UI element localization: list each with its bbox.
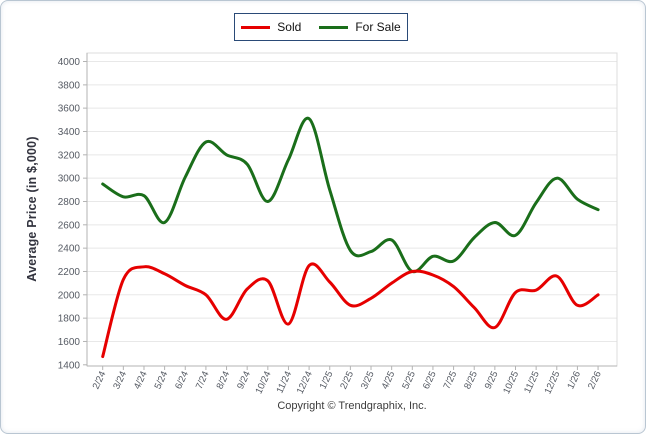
x-tick-label: 3/25 [359, 370, 377, 391]
x-tick-label: 11/25 [522, 370, 542, 396]
x-tick-label: 5/24 [153, 370, 171, 391]
legend-label-sold: Sold [277, 20, 302, 34]
y-axis-title: Average Price (in $,000) [25, 136, 39, 282]
x-tick-label: 7/25 [442, 370, 460, 391]
legend: Sold For Sale [234, 13, 408, 41]
x-tick-label: 9/25 [483, 370, 501, 391]
x-tick-label: 7/24 [194, 370, 212, 391]
x-tick-label: 10/25 [501, 370, 521, 396]
x-tick-label: 8/24 [214, 370, 232, 391]
x-tick-label: 8/25 [462, 370, 480, 391]
for-sale-line-swatch-icon [319, 25, 349, 29]
y-tick-label: 2400 [58, 244, 81, 255]
x-tick-label: 11/24 [274, 370, 294, 396]
x-tick-label: 5/25 [400, 370, 418, 391]
y-tick-label: 1400 [58, 360, 81, 371]
x-tick-label: 2/26 [586, 370, 604, 391]
for-sale-line [101, 116, 600, 274]
x-tick-label: 4/24 [132, 370, 150, 391]
plot-border [86, 52, 618, 367]
x-tick-label: 1/25 [318, 370, 336, 391]
y-tick-label: 1800 [58, 314, 81, 325]
y-tick-label: 3600 [58, 104, 81, 115]
y-tick-label: 1600 [58, 337, 81, 348]
x-tick-label: 2/25 [338, 370, 356, 391]
legend-item-for-sale: For Sale [319, 20, 401, 34]
x-tick-label: 2/24 [91, 370, 109, 391]
y-tick-label: 3200 [58, 150, 81, 161]
sold-line-swatch-icon [241, 25, 271, 29]
legend-item-sold: Sold [241, 21, 301, 33]
x-tick-label: 6/24 [173, 370, 191, 391]
x-tick-label: 10/24 [254, 370, 274, 396]
x-tick-label: 12/25 [542, 370, 562, 396]
y-tick-label: 2800 [58, 197, 81, 208]
x-tick-label: 12/24 [295, 370, 315, 396]
y-tick-label: 3000 [58, 174, 81, 185]
y-tick-label: 3800 [58, 80, 81, 91]
copyright-text: Copyright © Trendgraphix, Inc. [277, 400, 427, 412]
y-tick-label: 4000 [58, 57, 81, 68]
sold-line [101, 262, 600, 359]
y-tick-label: 3400 [58, 127, 81, 138]
y-tick-label: 2000 [58, 290, 81, 301]
x-tick-label: 9/24 [235, 370, 253, 391]
x-tick-label: 6/25 [421, 370, 439, 391]
x-tick-label: 1/26 [565, 370, 583, 391]
x-tick-label: 3/24 [111, 370, 129, 391]
y-tick-label: 2600 [58, 220, 81, 231]
x-tick-label: 4/25 [380, 370, 398, 391]
legend-label-for-sale: For Sale [355, 20, 401, 34]
y-tick-label: 2200 [58, 267, 81, 278]
